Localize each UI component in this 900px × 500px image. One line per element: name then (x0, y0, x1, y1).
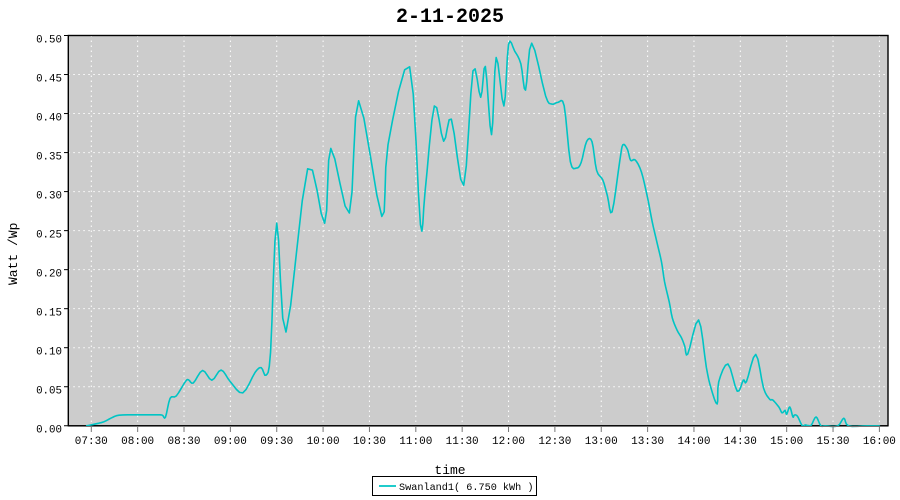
svg-text:10:30: 10:30 (353, 436, 386, 448)
svg-text:14:00: 14:00 (677, 436, 710, 448)
svg-text:0.50: 0.50 (36, 35, 62, 47)
svg-text:0.35: 0.35 (36, 152, 62, 164)
svg-text:0.20: 0.20 (36, 269, 62, 281)
svg-text:08:30: 08:30 (168, 436, 201, 448)
svg-text:0.00: 0.00 (36, 425, 62, 437)
svg-text:0.05: 0.05 (36, 386, 62, 398)
svg-text:15:30: 15:30 (817, 436, 850, 448)
svg-text:09:00: 09:00 (214, 436, 247, 448)
svg-text:0.40: 0.40 (36, 113, 62, 125)
svg-text:0.25: 0.25 (36, 230, 62, 242)
svg-text:0.45: 0.45 (36, 74, 62, 86)
svg-text:13:30: 13:30 (631, 436, 664, 448)
svg-text:Swanland1( 6.750 kWh ): Swanland1( 6.750 kWh ) (399, 482, 534, 494)
svg-text:12:30: 12:30 (538, 436, 571, 448)
svg-text:11:30: 11:30 (446, 436, 479, 448)
svg-text:0.10: 0.10 (36, 347, 62, 359)
svg-text:13:00: 13:00 (585, 436, 618, 448)
svg-text:10:00: 10:00 (307, 436, 340, 448)
svg-text:0.30: 0.30 (36, 191, 62, 203)
svg-text:14:30: 14:30 (724, 436, 757, 448)
svg-text:11:00: 11:00 (399, 436, 432, 448)
svg-text:09:30: 09:30 (260, 436, 293, 448)
svg-text:16:00: 16:00 (863, 436, 896, 448)
svg-text:12:00: 12:00 (492, 436, 525, 448)
svg-text:07:30: 07:30 (75, 436, 108, 448)
svg-text:0.15: 0.15 (36, 308, 62, 320)
svg-text:15:00: 15:00 (770, 436, 803, 448)
svg-text:08:00: 08:00 (121, 436, 154, 448)
